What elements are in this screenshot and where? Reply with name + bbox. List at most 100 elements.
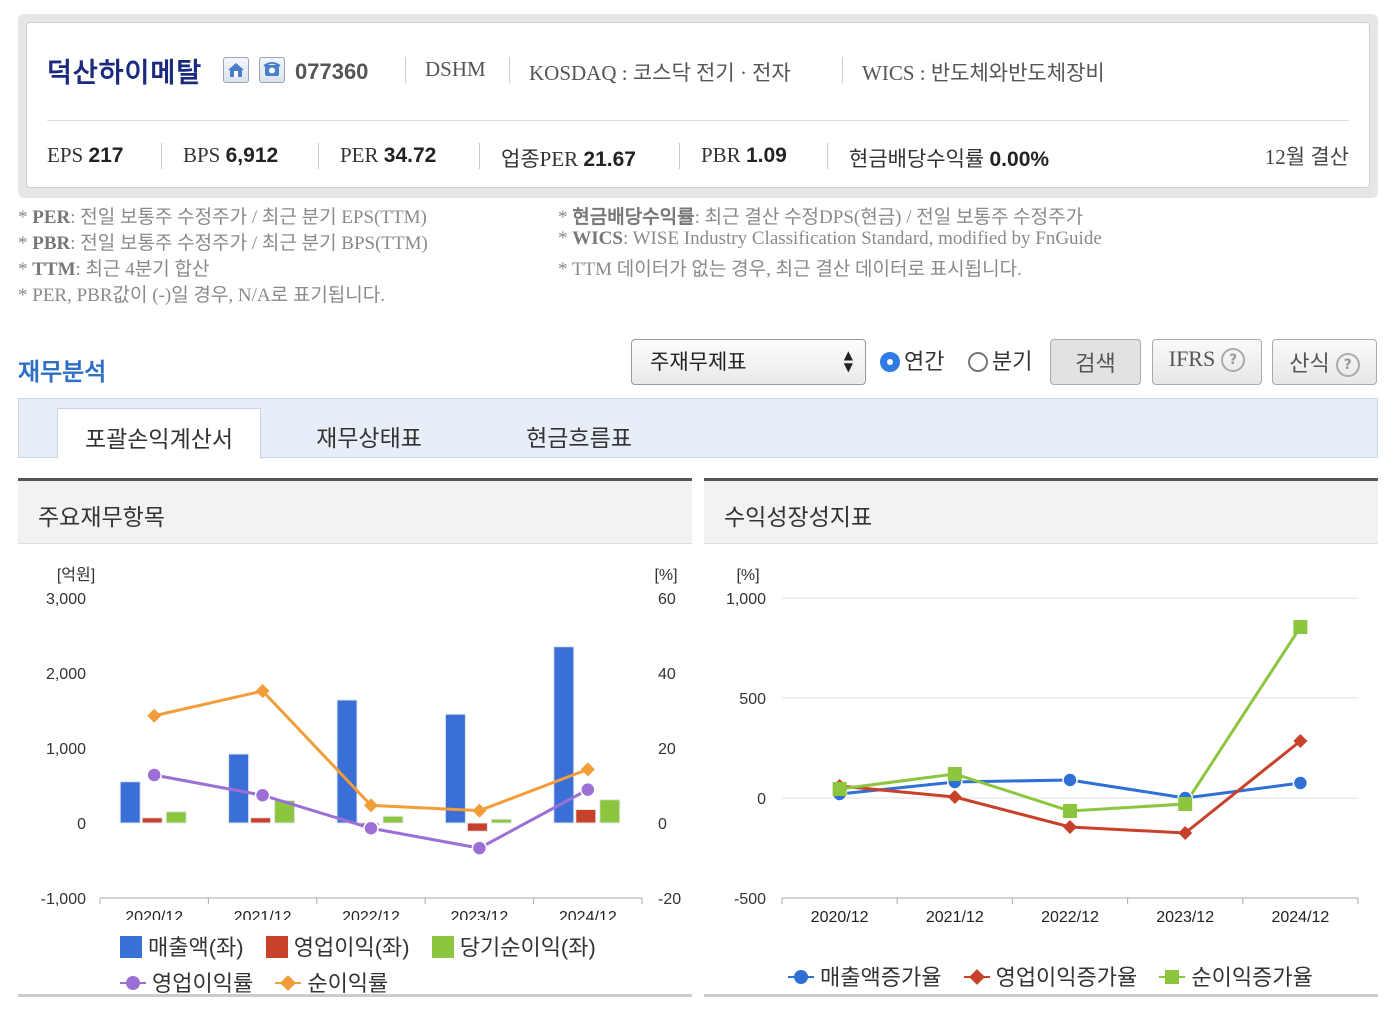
legend-swatch xyxy=(120,972,146,994)
y-tick-label-right: -20 xyxy=(658,891,681,908)
metric-eps: EPS 217 xyxy=(47,143,124,167)
note-ttm: * TTM: 최근 4분기 합산 xyxy=(18,259,210,280)
point-net-margin xyxy=(580,762,595,777)
note-negative: * PER, PBR값이 (-)일 경우, N/A로 표기됩니다. xyxy=(18,285,385,306)
bar-revenue xyxy=(444,713,466,824)
ticker: DSHM xyxy=(425,57,486,81)
help-icon: ? xyxy=(1335,353,1360,377)
legend-swatch xyxy=(963,966,990,988)
panel-title-key-financials: 주요재무항목 xyxy=(18,478,692,544)
report-type-select[interactable]: 주재무제표 ▲ ▼ xyxy=(631,339,866,385)
x-tick-label: 2020/12 xyxy=(811,909,869,926)
point-net-growth xyxy=(832,782,847,796)
select-arrows-icon: ▲ ▼ xyxy=(843,348,853,374)
panel-bottom-border xyxy=(18,994,692,997)
point-op-growth xyxy=(1178,826,1193,840)
x-tick-label: 2024/12 xyxy=(559,909,617,920)
bar-revenue xyxy=(553,646,575,824)
section-title: 재무분석 xyxy=(18,359,107,386)
divider xyxy=(842,57,843,83)
legend-swatch xyxy=(120,936,142,958)
line-net-margin xyxy=(153,689,589,813)
legend-item-net-growth: 순이익증가율 xyxy=(1159,960,1313,992)
search-button[interactable]: 검색 xyxy=(1050,339,1141,385)
y-tick-label-right: 40 xyxy=(658,666,676,683)
note-per: * PER: 전일 보통주 수정주가 / 최근 분기 EPS(TTM) xyxy=(18,207,427,228)
bar-revenue xyxy=(119,781,141,824)
divider xyxy=(405,57,406,83)
note-wics: * WICS: WISE Industry Classification Sta… xyxy=(558,228,1102,249)
y-tick-label-left: -1,000 xyxy=(41,891,86,908)
note-ttm-missing: * TTM 데이터가 없는 경우, 최근 결산 데이터로 표시됩니다. xyxy=(558,259,1022,280)
bar-operating-income xyxy=(466,822,488,832)
market-info: KOSDAQ : 코스닥 전기 · 전자 xyxy=(529,61,791,85)
tab-cash-flow[interactable]: 현금흐름표 xyxy=(526,426,632,451)
bar-net-income xyxy=(490,818,512,824)
legend-item-op-margin: 영업이익률 xyxy=(120,966,253,998)
bar-operating-income xyxy=(250,817,272,824)
point-op-margin xyxy=(580,781,596,798)
y-tick-label: -500 xyxy=(734,891,766,908)
metric-bps: BPS 6,912 xyxy=(183,143,279,167)
y-tick-label-right: 60 xyxy=(658,591,676,608)
bar-revenue xyxy=(336,699,358,824)
point-op-margin xyxy=(254,787,271,803)
x-tick-label: 2024/12 xyxy=(1271,909,1329,926)
legend-item-net-income: 당기순이익(좌) xyxy=(431,930,596,962)
y-axis-unit: [%] xyxy=(736,567,759,584)
bar-net-income xyxy=(382,815,404,824)
y-tick-label: 1,000 xyxy=(726,591,766,608)
wics-info: WICS : 반도체와반도체장비 xyxy=(862,61,1105,85)
metric-per: PER 34.72 xyxy=(340,143,437,167)
note-pbr: * PBR: 전일 보통주 수정주가 / 최근 분기 BPS(TTM) xyxy=(18,233,428,254)
ifrs-button[interactable]: IFRS? xyxy=(1152,339,1262,385)
point-net-margin xyxy=(255,684,270,698)
bar-net-income xyxy=(599,799,621,824)
y-tick-label-left: 3,000 xyxy=(46,591,86,608)
help-icon: ? xyxy=(1221,348,1246,372)
radio-checked-icon xyxy=(880,352,900,372)
y-tick-label-left: 1,000 xyxy=(46,741,86,758)
x-tick-label: 2021/12 xyxy=(926,909,984,926)
divider xyxy=(827,143,828,169)
legend-swatch xyxy=(265,936,288,958)
legend-row: 영업이익률 순이익률 xyxy=(120,966,612,998)
y-axis-unit-right: [%] xyxy=(654,567,677,584)
legend-item-net-margin: 순이익률 xyxy=(275,966,388,998)
x-tick-label: 2022/12 xyxy=(342,909,400,920)
legend-swatch xyxy=(275,972,302,994)
statement-tabs: 포괄손익계산서 재무상태표 현금흐름표 xyxy=(18,398,1378,459)
formula-button[interactable]: 산식? xyxy=(1272,339,1377,385)
x-tick-label: 2020/12 xyxy=(125,909,183,920)
point-net-growth xyxy=(947,767,962,781)
radio-annual[interactable]: 연간 xyxy=(880,344,944,376)
point-op-margin xyxy=(363,820,379,836)
tab-balance-sheet[interactable]: 재무상태표 xyxy=(316,426,422,451)
x-tick-label: 2023/12 xyxy=(450,909,508,920)
point-op-margin xyxy=(146,767,162,783)
y-axis-unit-left: [억원] xyxy=(57,566,95,584)
point-revenue-growth xyxy=(1062,772,1078,788)
point-net-margin xyxy=(364,798,378,813)
metric-industry-per: 업종PER 21.67 xyxy=(501,147,636,171)
home-icon[interactable] xyxy=(223,57,249,83)
y-tick-label-left: 0 xyxy=(77,816,86,833)
metric-dividend-yield: 현금배당수익률 0.00% xyxy=(849,147,1050,171)
y-tick-label-right: 0 xyxy=(658,816,667,833)
point-net-margin xyxy=(472,803,487,818)
point-net-growth xyxy=(1293,620,1308,634)
metric-pbr: PBR 1.09 xyxy=(701,143,787,167)
point-net-growth xyxy=(1063,804,1077,818)
divider xyxy=(679,143,680,169)
y-tick-label-right: 20 xyxy=(658,741,676,758)
x-tick-label: 2022/12 xyxy=(1041,909,1099,926)
tab-income-statement[interactable]: 포괄손익계산서 xyxy=(57,408,261,459)
growth-indicators-legend: 매출액증가율 영업이익증가율 순이익증가율 xyxy=(788,960,1329,992)
divider xyxy=(509,57,510,83)
legend-row: 매출액(좌) 영업이익(좌) 당기순이익(좌) xyxy=(120,930,612,962)
legend-item-op-growth: 영업이익증가율 xyxy=(963,960,1137,992)
radio-quarter[interactable]: 분기 xyxy=(968,344,1032,376)
divider xyxy=(47,120,1349,121)
phone-icon[interactable] xyxy=(259,57,285,83)
y-tick-label: 0 xyxy=(757,791,766,808)
